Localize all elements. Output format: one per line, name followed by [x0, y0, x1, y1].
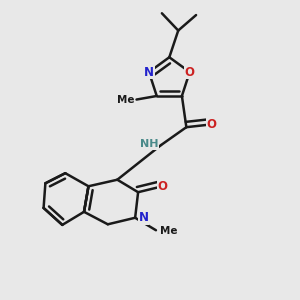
Text: NH: NH [140, 139, 158, 149]
Text: O: O [185, 66, 195, 79]
Text: O: O [158, 180, 168, 193]
Text: O: O [207, 118, 217, 131]
Text: N: N [139, 211, 149, 224]
Text: N: N [144, 66, 154, 79]
Text: Me: Me [117, 94, 134, 104]
Text: Me: Me [160, 226, 178, 236]
